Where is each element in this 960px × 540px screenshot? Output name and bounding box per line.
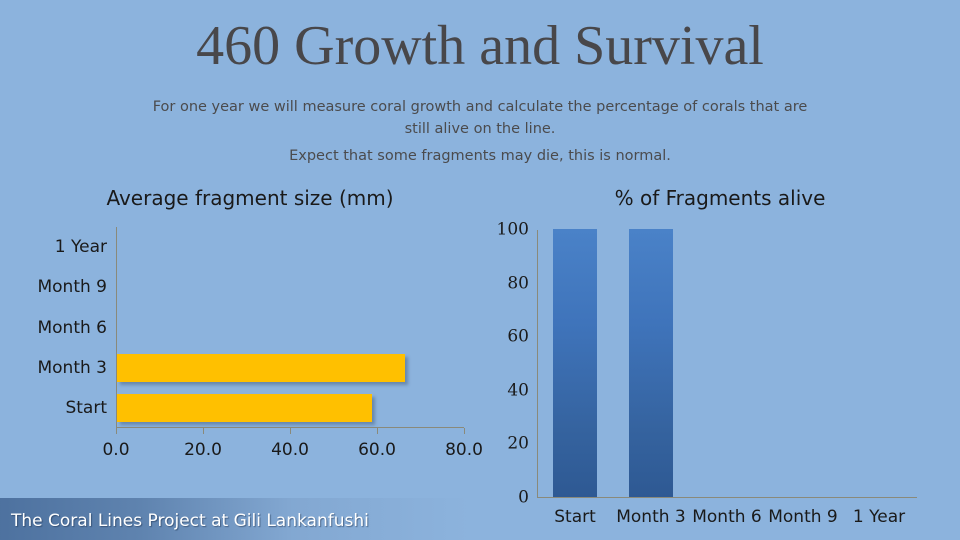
chart-right-category-label: Start <box>554 507 596 527</box>
footer-band <box>0 498 470 540</box>
chart-right-y-tick-label: 80 <box>507 273 529 294</box>
chart-right-category-label: Month 3 <box>616 507 686 527</box>
chart-right-value-axis <box>537 230 538 498</box>
chart-left-category-axis <box>116 427 464 428</box>
slide-subtitle: For one year we will measure coral growt… <box>150 96 810 167</box>
chart-left-category-label: Start <box>65 397 107 418</box>
chart-left-category-row: Month 6 <box>37 307 464 347</box>
footer-caption: The Coral Lines Project at Gili Lankanfu… <box>11 511 369 531</box>
chart-right-category-column: Month 6 <box>689 230 765 527</box>
chart-right-category-label: 1 Year <box>852 507 906 527</box>
chart-left-title: Average fragment size (mm) <box>106 186 394 210</box>
chart-right-title: % of Fragments alive <box>614 186 826 210</box>
chart-right-y-tick-label: 20 <box>507 433 529 454</box>
chart-left-category-row: Month 3 <box>37 348 464 388</box>
chart-right-bar[interactable] <box>629 229 673 497</box>
chart-left-x-tick-label: 40.0 <box>271 440 309 460</box>
chart-left-plot-area: 0.0 20.0 40.0 60.0 80.0 Start Month 3 Month 6 Mo… <box>37 227 483 460</box>
chart-left-category-label: Month 3 <box>37 357 107 378</box>
chart-left-category-row: Start <box>65 388 464 428</box>
chart-right-y-tick-label: 40 <box>507 380 529 401</box>
chart-left-value-axis <box>116 227 117 428</box>
chart-left-x-tick-label: 80.0 <box>445 440 483 460</box>
chart-right-y-tick-label: 0 <box>518 487 529 508</box>
chart-left-category-row: 1 Year <box>55 227 464 267</box>
chart-left-x-tick <box>116 428 117 434</box>
chart-left-x-tick <box>377 428 378 434</box>
chart-percent-fragments-alive: % of Fragments alive 0 20 40 60 80 100 Start Mo… <box>480 186 960 534</box>
chart-right-category-column: Month 3 <box>613 229 689 527</box>
subtitle-line-2: Expect that some fragments may die, this… <box>289 148 671 164</box>
chart-right-category-column: Start <box>537 229 613 527</box>
chart-left-x-tick <box>464 428 465 434</box>
chart-left-x-tick <box>203 428 204 434</box>
chart-right-category-label: Month 6 <box>692 507 762 527</box>
chart-left-category-label: Month 9 <box>37 277 107 298</box>
chart-left-x-tick <box>290 428 291 434</box>
chart-left-x-tick-label: 20.0 <box>184 440 222 460</box>
chart-left-x-tick-label: 60.0 <box>358 440 396 460</box>
chart-right-category-column: 1 Year <box>841 230 917 527</box>
chart-left-x-tick-label: 0.0 <box>102 440 130 460</box>
chart-left-category-label: 1 Year <box>54 237 107 258</box>
chart-right-category-label: Month 9 <box>768 507 838 527</box>
chart-right-category-column: Month 9 <box>765 230 841 527</box>
chart-left-bar[interactable] <box>117 393 373 422</box>
page-title: 460 Growth and Survival <box>196 15 764 77</box>
chart-right-bar[interactable] <box>553 229 597 497</box>
chart-left-bar[interactable] <box>117 353 406 382</box>
chart-right-y-tick-label: 100 <box>496 219 529 240</box>
chart-right-plot-area: 0 20 40 60 80 100 Start Month 3 Month 6 Month 9 1 … <box>497 220 917 527</box>
chart-right-category-axis <box>537 497 917 498</box>
chart-left-category-row: Month 9 <box>37 267 464 307</box>
chart-right-y-tick-label: 60 <box>507 326 529 347</box>
subtitle-line-1: For one year we will measure coral growt… <box>152 99 808 137</box>
chart-left-category-label: Month 6 <box>37 317 107 338</box>
chart-average-fragment-size: Average fragment size (mm) 0.0 20.0 40.0 60… <box>10 186 490 466</box>
